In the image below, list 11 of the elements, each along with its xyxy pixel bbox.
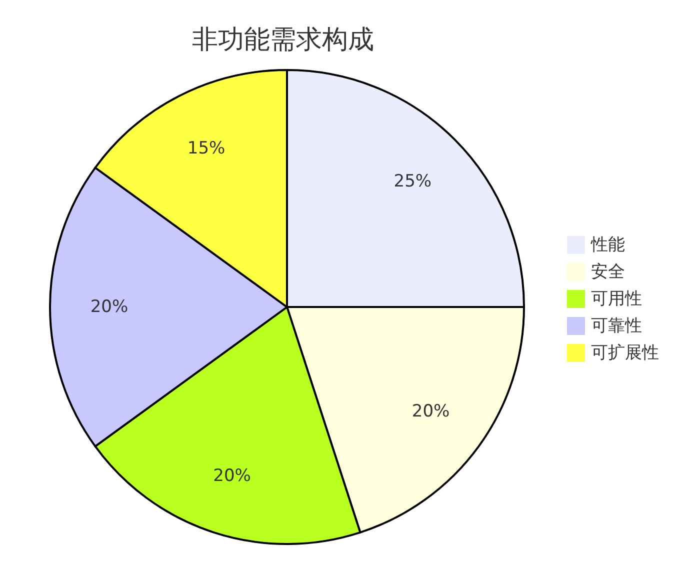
legend-label: 可扩展性 [591,343,659,363]
data-label: 20% [213,466,251,486]
data-label: 25% [394,171,432,192]
legend-label: 性能 [590,235,625,255]
data-label: 20% [412,401,450,422]
data-label: 20% [90,297,128,317]
legend-label: 安全 [591,262,625,282]
legend-label: 可用性 [591,289,642,309]
chart-title: 非功能需求构成 [192,25,374,55]
legend-label: 可靠性 [591,316,642,336]
data-label: 15% [187,138,226,159]
